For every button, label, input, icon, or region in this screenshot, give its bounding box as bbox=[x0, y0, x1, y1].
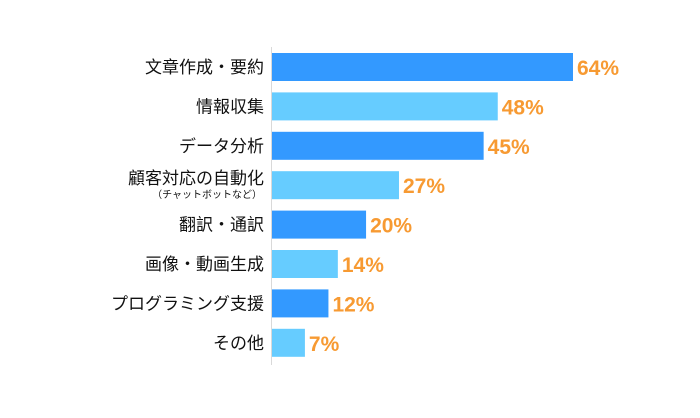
category-label: 情報収集 bbox=[196, 97, 264, 117]
category-label: その他 bbox=[213, 334, 264, 354]
bar bbox=[272, 289, 329, 318]
category-label: データ分析 bbox=[179, 136, 264, 157]
bar bbox=[272, 328, 305, 357]
value-label: 7% bbox=[309, 333, 340, 356]
category-label: 文章作成・要約 bbox=[145, 58, 264, 78]
category-label: 翻訳・通訳 bbox=[179, 216, 264, 236]
category-label: プログラミング支援 bbox=[111, 294, 264, 314]
bar bbox=[272, 131, 484, 160]
value-label: 12% bbox=[332, 293, 374, 316]
category-sublabel: （チャットボットなど） bbox=[152, 189, 262, 201]
category-label: 顧客対応の自動化 bbox=[128, 169, 264, 189]
bar bbox=[272, 250, 338, 278]
bar bbox=[272, 92, 498, 121]
bar bbox=[272, 53, 573, 81]
value-label: 45% bbox=[488, 136, 530, 159]
category-label: 画像・動画生成 bbox=[145, 255, 264, 275]
value-label: 27% bbox=[403, 175, 445, 198]
value-label: 64% bbox=[577, 57, 619, 80]
bar bbox=[272, 171, 399, 200]
value-label: 20% bbox=[370, 215, 412, 238]
bar bbox=[272, 210, 367, 239]
value-label: 48% bbox=[502, 96, 544, 119]
value-label: 14% bbox=[342, 254, 384, 277]
